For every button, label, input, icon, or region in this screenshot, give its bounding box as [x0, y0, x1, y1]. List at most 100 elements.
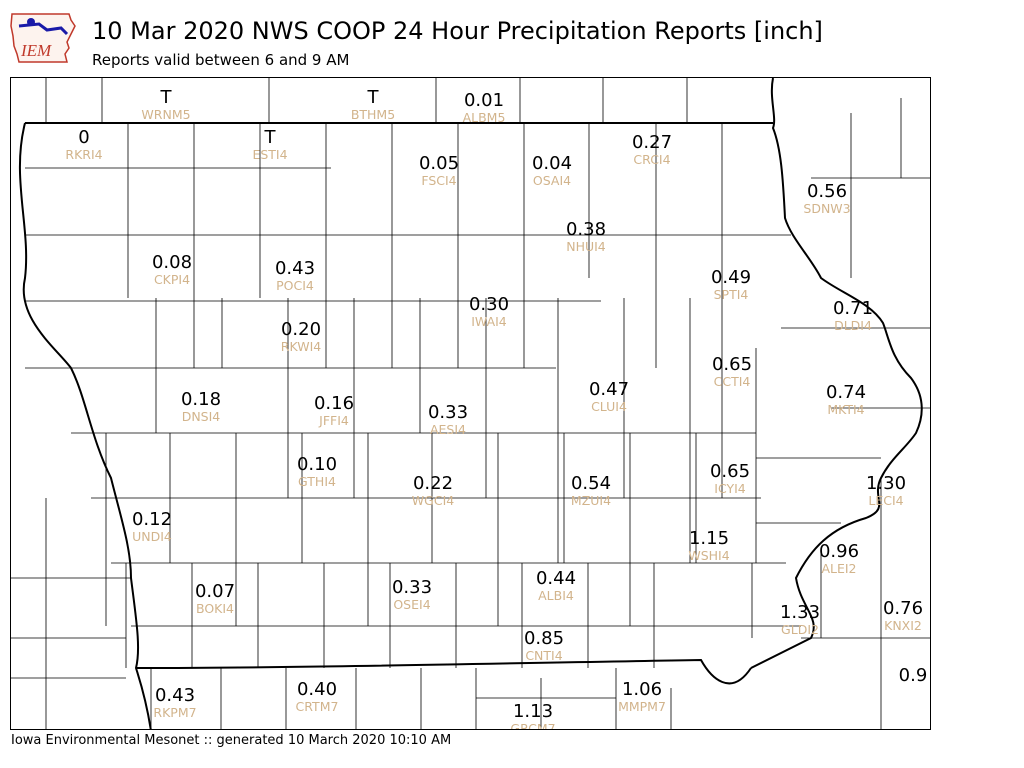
station-id: CRTM7: [295, 699, 339, 714]
precip-value: 0.71: [832, 298, 874, 319]
station-id: RKPM7: [153, 705, 197, 720]
precip-value: 0.16: [313, 393, 355, 414]
station-report[interactable]: 0.16 JFFI4: [314, 394, 354, 428]
station-id: GLDI2: [781, 622, 819, 637]
station-id: MKTI4: [827, 402, 865, 417]
precip-value: 0.44: [535, 568, 577, 589]
precip-value: 0.10: [296, 454, 338, 475]
station-report[interactable]: 0.33 OSEI4: [392, 578, 432, 612]
station-id: MZUI4: [570, 493, 612, 508]
station-report[interactable]: 1.33 GLDI2: [780, 603, 820, 637]
station-report[interactable]: T WRNM5: [141, 88, 190, 122]
station-id: DNSI4: [181, 409, 221, 424]
precip-value: 0.07: [194, 581, 236, 602]
precip-value: 1.06: [621, 679, 663, 700]
station-id: MMPM7: [618, 699, 666, 714]
precip-value: 0.49: [710, 267, 752, 288]
precip-value: 1.30: [865, 473, 907, 494]
precip-value: 0.20: [280, 319, 322, 340]
station-id: RKRI4: [65, 147, 103, 162]
station-report[interactable]: 0.96 ALEI2: [819, 542, 859, 576]
precip-value: 0.56: [806, 181, 848, 202]
precip-value: 0.9: [898, 665, 928, 686]
station-id: JFFI4: [319, 413, 349, 428]
station-id: WSHI4: [688, 548, 730, 563]
station-id: OSEI4: [393, 597, 431, 612]
iem-logo-graphic: IEM: [10, 13, 76, 63]
station-id: WGCI4: [411, 493, 455, 508]
station-report[interactable]: 0.38 NHUI4: [566, 220, 606, 254]
sensor-icon: [27, 18, 35, 26]
station-report[interactable]: 0.43 RKPM7: [153, 686, 196, 720]
station-report[interactable]: 0.44 ALBI4: [536, 569, 576, 603]
iem-logo[interactable]: IEM: [9, 8, 77, 66]
precip-value: 0.43: [154, 685, 196, 706]
precip-value: 0.54: [570, 473, 612, 494]
station-id: ICYI4: [714, 481, 746, 496]
station-report[interactable]: 0.49 SPTI4: [711, 268, 751, 302]
station-id: DLDI4: [834, 318, 872, 333]
station-report[interactable]: 0.33 AESI4: [428, 403, 468, 437]
station-id: ESTI4: [252, 147, 288, 162]
state-borders: [18, 78, 923, 729]
station-report[interactable]: T BTHM5: [351, 88, 395, 122]
station-id: CKPI4: [153, 272, 191, 287]
station-report[interactable]: 0.18 DNSI4: [181, 390, 221, 424]
precip-value: 0.76: [882, 598, 924, 619]
station-id: CNTI4: [525, 648, 563, 663]
station-report[interactable]: 0.40 CRTM7: [296, 680, 339, 714]
station-report[interactable]: 0.43 POCI4: [275, 259, 315, 293]
station-report[interactable]: 0.9: [899, 666, 928, 685]
station-report[interactable]: 0.30 IWAI4: [469, 295, 509, 329]
station-report[interactable]: 0 RKRI4: [65, 128, 102, 162]
station-report[interactable]: 1.15 WSHI4: [688, 529, 729, 563]
precip-value: 0.33: [391, 577, 433, 598]
station-report[interactable]: 0.08 CKPI4: [152, 253, 192, 287]
station-report[interactable]: 0.74 MKTI4: [826, 383, 866, 417]
station-id: GRCM7: [510, 721, 556, 730]
station-report[interactable]: 0.85 CNTI4: [524, 629, 564, 663]
station-report[interactable]: 0.22 WGCI4: [412, 474, 454, 508]
station-report[interactable]: 0.04 OSAI4: [532, 154, 572, 188]
precip-value: 0.43: [274, 258, 316, 279]
station-id: BOKI4: [195, 601, 235, 616]
precip-value: 0.38: [565, 219, 607, 240]
precip-value: 0.65: [711, 354, 753, 375]
logo-text: IEM: [20, 41, 52, 60]
station-report[interactable]: 0.56 SDNW3: [803, 182, 850, 216]
station-id: AESI4: [429, 422, 467, 437]
precip-value: 1.33: [779, 602, 821, 623]
station-report[interactable]: 1.13 GRCM7: [510, 702, 556, 730]
precip-value: 0.01: [463, 90, 505, 111]
station-report[interactable]: 0.71 DLDI4: [833, 299, 873, 333]
station-report[interactable]: 0.54 MZUI4: [571, 474, 611, 508]
station-report[interactable]: 0.76 KNXI2: [883, 599, 923, 633]
station-id: ALBI4: [538, 588, 574, 603]
precip-value: T: [264, 127, 276, 148]
station-report[interactable]: 0.12 UNDI4: [132, 510, 172, 544]
station-report[interactable]: 0.10 GTHI4: [297, 455, 337, 489]
station-id: LECI4: [868, 493, 904, 508]
precip-value: 0: [78, 127, 90, 148]
station-report[interactable]: T ESTI4: [252, 128, 287, 162]
station-id: CLUI4: [591, 399, 627, 414]
precip-value: 0.18: [180, 389, 222, 410]
precip-value: 0.74: [825, 382, 867, 403]
station-report[interactable]: 0.47 CLUI4: [589, 380, 629, 414]
station-report[interactable]: 0.27 CRCI4: [632, 133, 672, 167]
station-report[interactable]: 0.65 ICYI4: [710, 462, 750, 496]
station-report[interactable]: 0.07 BOKI4: [195, 582, 235, 616]
station-report[interactable]: 1.06 MMPM7: [618, 680, 666, 714]
station-report[interactable]: 1.30 LECI4: [866, 474, 906, 508]
precip-value: 0.08: [151, 252, 193, 273]
station-report[interactable]: 0.05 FSCI4: [419, 154, 459, 188]
station-report[interactable]: 0.01 ALBM5: [463, 91, 506, 125]
precip-value: 0.85: [523, 628, 565, 649]
station-id: POCI4: [276, 278, 314, 293]
station-id: UNDI4: [132, 529, 172, 544]
station-id: WRNM5: [141, 107, 191, 122]
station-report[interactable]: 0.20 RKWI4: [281, 320, 321, 354]
station-report[interactable]: 0.65 CCTI4: [712, 355, 752, 389]
station-id: RKWI4: [280, 339, 322, 354]
station-id: NHUI4: [566, 239, 606, 254]
